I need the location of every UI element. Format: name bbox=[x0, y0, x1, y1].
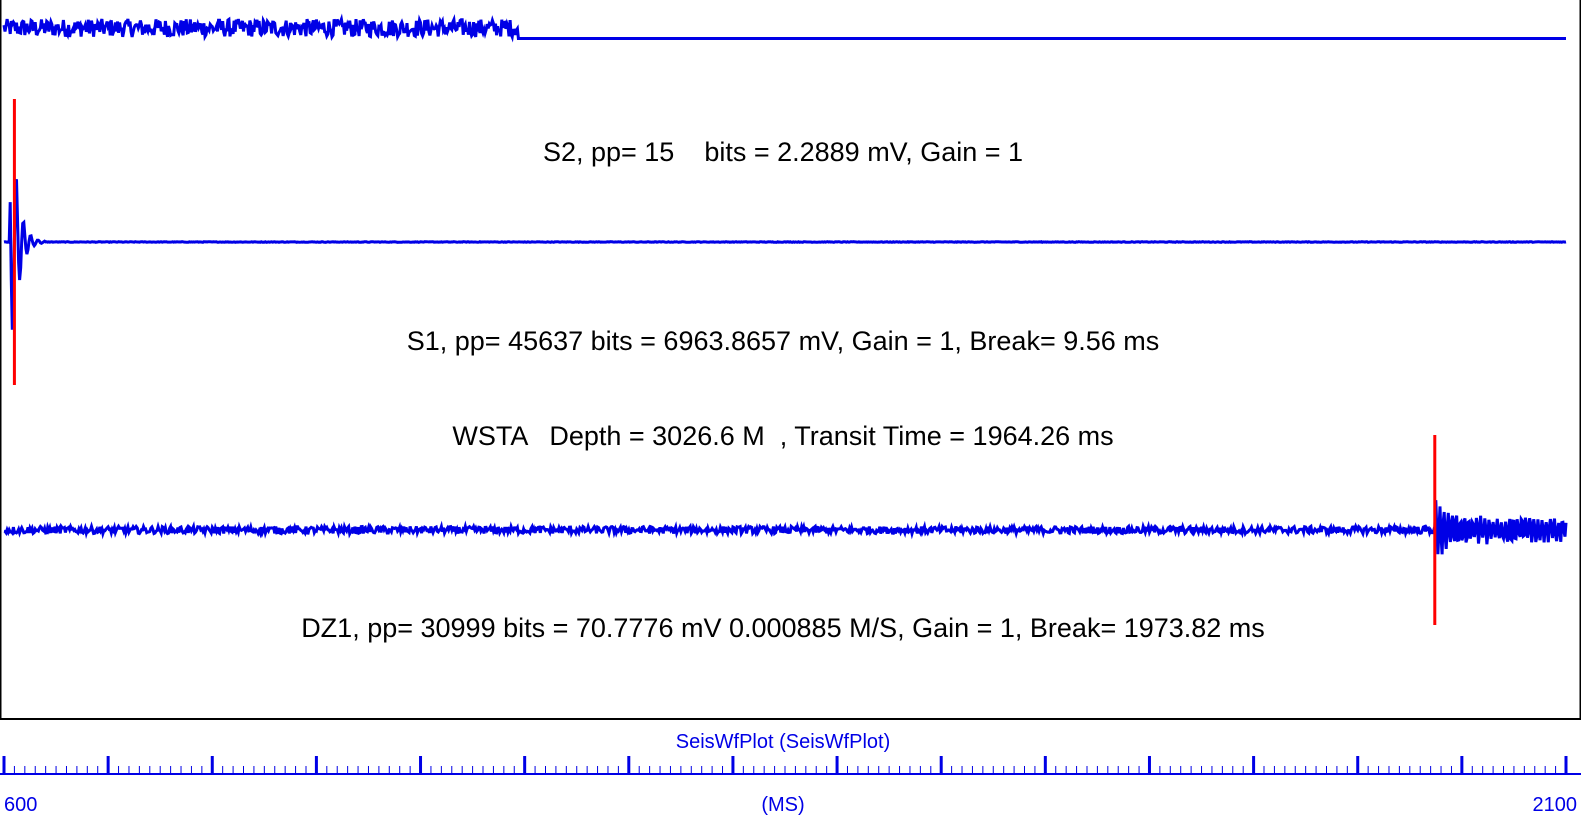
trace-caption-wsta: WSTA Depth = 3026.6 M , Transit Time = 1… bbox=[452, 421, 1113, 451]
trace-line-s1 bbox=[4, 179, 1566, 329]
axis-max-label: 2100 bbox=[1533, 794, 1578, 816]
traces-layer bbox=[4, 19, 1566, 625]
trace-caption-dz1: DZ1, pp= 30999 bits = 70.7776 mV 0.00088… bbox=[301, 613, 1265, 643]
time-axis bbox=[0, 756, 1581, 774]
trace-caption-s1: S1, pp= 45637 bits = 6963.8657 mV, Gain … bbox=[407, 326, 1160, 356]
axis-min-label: 600 bbox=[4, 794, 37, 816]
trace-line-dz1 bbox=[4, 500, 1566, 554]
axis-unit-label: (MS) bbox=[761, 794, 804, 816]
trace-caption-s2: S2, pp= 15 bits = 2.2889 mV, Gain = 1 bbox=[543, 137, 1023, 167]
plot-title: SeisWfPlot (SeisWfPlot) bbox=[676, 731, 890, 753]
plot-frame bbox=[1, 0, 1581, 719]
trace-line-s2 bbox=[4, 19, 1566, 39]
